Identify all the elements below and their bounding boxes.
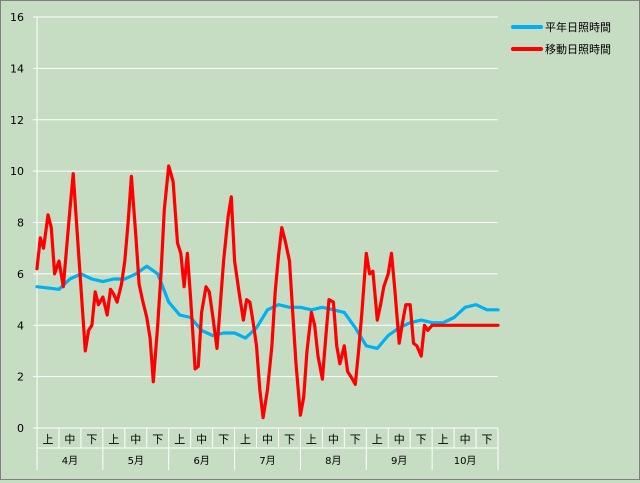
x-period-label: 下 bbox=[416, 433, 427, 446]
x-period-label: 上 bbox=[174, 433, 185, 446]
x-month-label: 10月 bbox=[454, 455, 477, 467]
legend-label-1: 平年日照時間 bbox=[545, 20, 611, 34]
y-tick-label: 2 bbox=[17, 371, 24, 384]
x-period-label: 中 bbox=[262, 433, 273, 446]
y-tick-label: 6 bbox=[17, 268, 24, 281]
x-period-label: 中 bbox=[130, 433, 141, 446]
y-tick-label: 16 bbox=[10, 11, 24, 24]
x-month-label: 9月 bbox=[391, 455, 407, 467]
x-period-label: 上 bbox=[108, 433, 119, 446]
x-period-label: 上 bbox=[42, 433, 53, 446]
x-period-label: 中 bbox=[64, 433, 75, 446]
x-period-label: 上 bbox=[372, 433, 383, 446]
x-period-label: 中 bbox=[196, 433, 207, 446]
legend-label-2: 移動日照時間 bbox=[545, 42, 611, 56]
x-period-label: 中 bbox=[328, 433, 339, 446]
x-period-label: 中 bbox=[394, 433, 405, 446]
x-month-label: 7月 bbox=[259, 455, 275, 467]
x-month-label: 8月 bbox=[325, 455, 341, 467]
x-period-label: 下 bbox=[152, 433, 163, 446]
x-period-label: 下 bbox=[350, 433, 361, 446]
x-month-label: 5月 bbox=[128, 455, 144, 467]
x-period-label: 上 bbox=[240, 433, 251, 446]
y-tick-label: 14 bbox=[10, 62, 24, 75]
x-period-label: 下 bbox=[86, 433, 97, 446]
y-tick-label: 0 bbox=[17, 422, 24, 435]
x-period-label: 中 bbox=[460, 433, 471, 446]
x-period-label: 下 bbox=[218, 433, 229, 446]
x-period-label: 上 bbox=[438, 433, 449, 446]
series-line-2 bbox=[35, 164, 500, 420]
y-tick-label: 8 bbox=[17, 217, 24, 230]
x-month-label: 4月 bbox=[62, 455, 78, 467]
x-period-label: 下 bbox=[284, 433, 295, 446]
x-month-label: 6月 bbox=[193, 455, 209, 467]
y-tick-label: 4 bbox=[17, 319, 24, 332]
y-tick-label: 12 bbox=[10, 114, 24, 127]
x-period-label: 下 bbox=[482, 433, 493, 446]
x-period-label: 上 bbox=[306, 433, 317, 446]
y-tick-label: 10 bbox=[10, 165, 24, 178]
